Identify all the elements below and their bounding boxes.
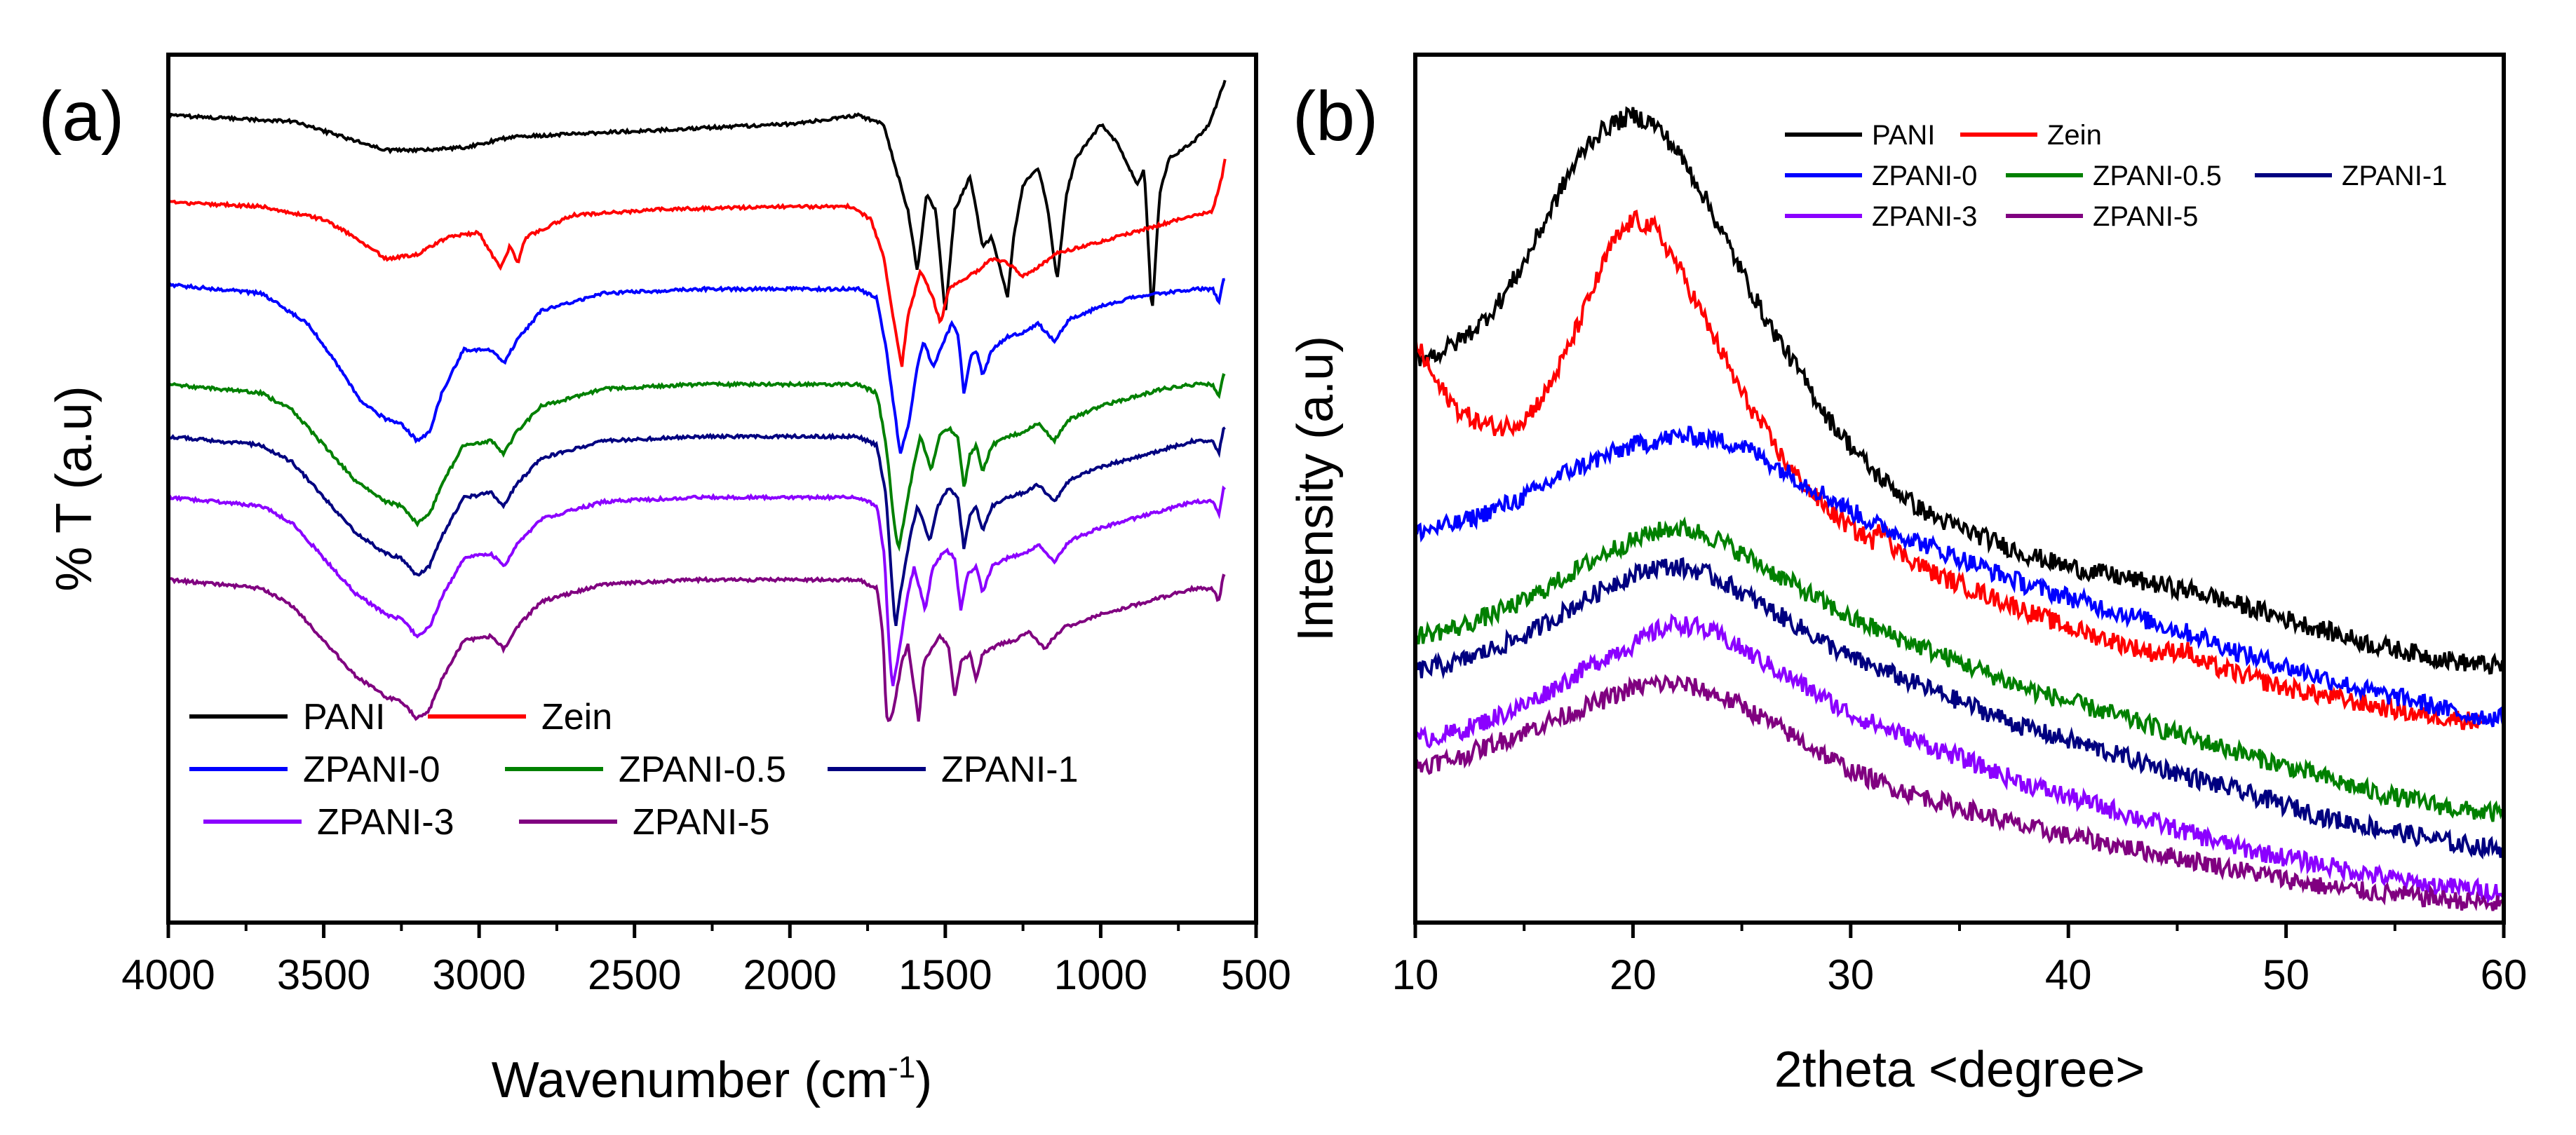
legend-label-pani: PANI — [303, 697, 386, 738]
x-tick-label: 20 — [1610, 951, 1657, 998]
panel-a: (a) 4000 3500 3000 2500 2000 1500 1000 500 Wave… — [39, 53, 1291, 1108]
panel-b: (b) 10 20 30 40 50 60 2theta <degree> Intensi… — [1288, 53, 2528, 1098]
x-tick-label: 4000 — [121, 951, 215, 998]
x-tick-label: 40 — [2045, 951, 2092, 998]
panel-b-x-axis: 10 20 30 40 50 60 — [1392, 923, 2528, 998]
x-tick-label: 60 — [2481, 951, 2528, 998]
series-line-zein — [167, 158, 1227, 367]
x-tick-label: 30 — [1827, 951, 1874, 998]
series-line-zpani-0 — [167, 278, 1225, 454]
series-line-zpani-1 — [167, 426, 1226, 627]
panel-a-label: (a) — [39, 77, 124, 156]
panel-b-plot-area — [1414, 106, 2505, 911]
legend-label-zpani-3: ZPANI-3 — [317, 802, 454, 843]
series-line-zpani-0 — [1414, 426, 2505, 728]
legend-label-zpani-0-5: ZPANI-0.5 — [2093, 161, 2222, 191]
legend-label-pani: PANI — [1872, 120, 1935, 151]
panel-b-y-axis-title: Intensity (a.u) — [1288, 336, 1344, 641]
series-line-zein — [1414, 210, 2483, 730]
legend-label-zpani-1: ZPANI-1 — [2342, 161, 2447, 191]
legend-label-zpani-0-5: ZPANI-0.5 — [619, 749, 786, 790]
x-tick-label: 2500 — [588, 951, 681, 998]
legend-label-zpani-3: ZPANI-3 — [1872, 201, 1977, 232]
series-line-pani — [1414, 106, 2504, 675]
series-line-pani — [168, 79, 1227, 311]
series-line-zpani-3 — [167, 485, 1227, 686]
legend-label-zpani-5: ZPANI-5 — [633, 802, 770, 843]
legend-label-zein: Zein — [2047, 120, 2102, 151]
series-line-zpani-1 — [1414, 557, 2505, 860]
x-tick-label: 10 — [1392, 951, 1439, 998]
series-line-zpani-0-5 — [1414, 516, 2505, 822]
series-line-zpani-0-5 — [168, 373, 1226, 552]
panel-b-x-axis-title: 2theta <degree> — [1774, 1042, 2145, 1098]
x-tick-label: 3000 — [432, 951, 525, 998]
x-tick-label: 50 — [2263, 951, 2309, 998]
panel-a-plot-area — [167, 79, 1227, 723]
series-line-zpani-3 — [1414, 613, 2505, 906]
panel-a-y-axis-title: % T (a.u) — [46, 386, 102, 591]
legend-label-zpani-1: ZPANI-1 — [941, 749, 1079, 790]
legend-label-zpani-5: ZPANI-5 — [2093, 201, 2198, 232]
legend-label-zpani-0: ZPANI-0 — [303, 749, 440, 790]
legend-label-zpani-0: ZPANI-0 — [1872, 161, 1977, 191]
x-tick-label: 1500 — [898, 951, 992, 998]
x-tick-label: 3500 — [277, 951, 370, 998]
legend-label-zein: Zein — [541, 697, 612, 738]
series-line-zpani-5 — [168, 573, 1226, 723]
x-tick-label: 2000 — [743, 951, 837, 998]
series-line-zpani-5 — [1415, 674, 2505, 911]
panel-a-x-axis-title-superscript: -1 — [888, 1050, 915, 1085]
panel-a-frame — [166, 53, 1258, 925]
x-tick-label: 500 — [1221, 951, 1291, 998]
panel-b-label: (b) — [1293, 77, 1378, 156]
panel-a-x-axis-title: Wavenumber (cm-1) — [492, 1050, 933, 1108]
panel-b-legend: PANI Zein ZPANI-0 ZPANI-0.5 ZPANI-1 ZPANI-3 ZP… — [1785, 120, 2447, 232]
panel-a-x-axis: 4000 3500 3000 2500 2000 1500 1000 500 — [121, 923, 1291, 998]
x-tick-label: 1000 — [1054, 951, 1147, 998]
panel-a-legend: PANI Zein ZPANI-0 ZPANI-0.5 ZPANI-1 ZPANI-3 ZP… — [189, 697, 1079, 843]
